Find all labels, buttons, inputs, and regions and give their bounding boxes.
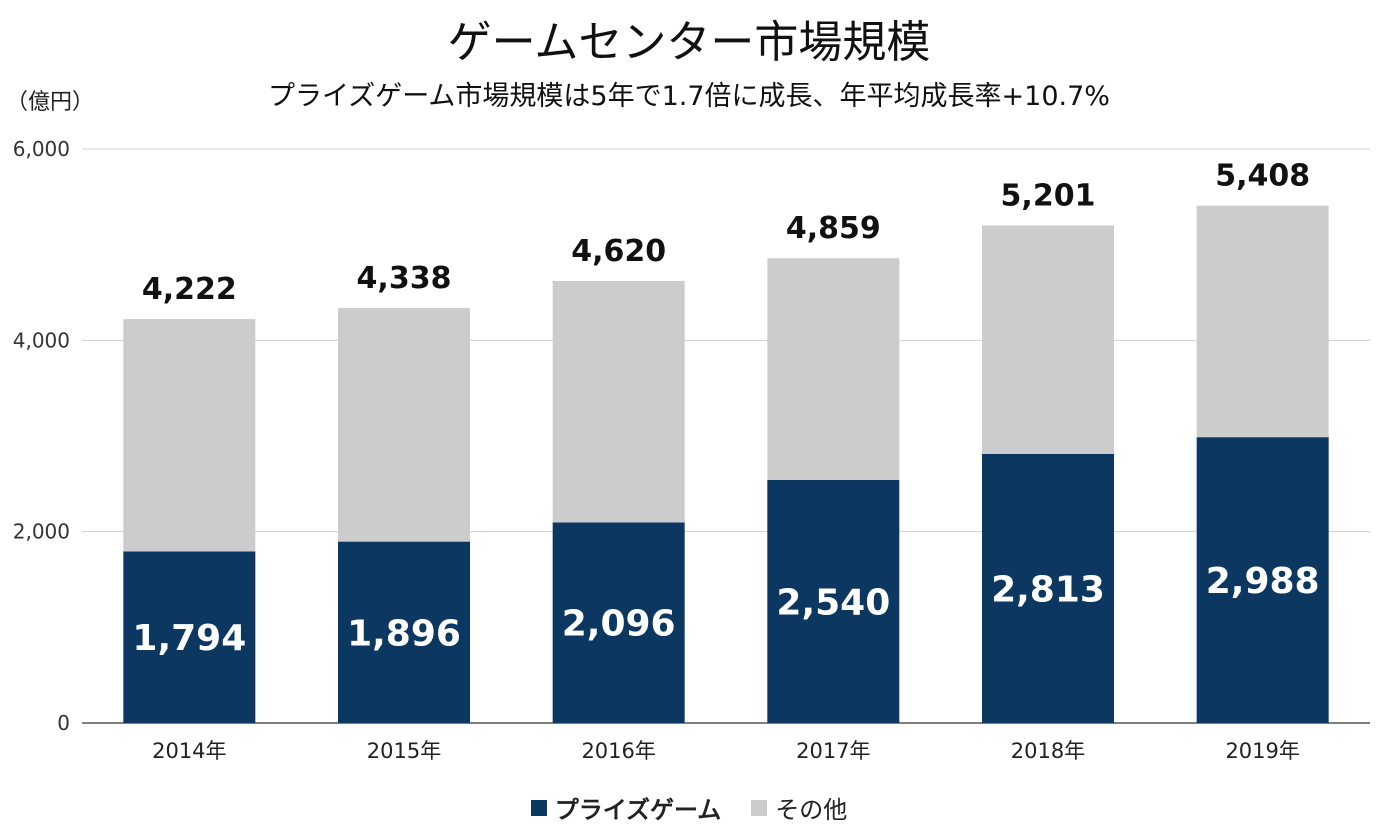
bar-prize — [338, 541, 470, 723]
y-tick-label: 6,000 — [13, 137, 70, 161]
bar-value-label: 2,813 — [991, 569, 1105, 610]
legend-label-prize: プライズゲーム — [554, 796, 722, 824]
bar-prize — [123, 551, 256, 723]
x-tick-label: 2019年 — [1225, 739, 1299, 763]
bar-other — [1196, 205, 1329, 438]
bar-value-label: 2,540 — [776, 583, 890, 624]
x-tick-label: 2016年 — [581, 739, 655, 763]
total-value-label: 5,408 — [1215, 159, 1310, 194]
bar-other — [123, 319, 256, 552]
total-value-label: 4,859 — [786, 211, 881, 246]
x-tick-label: 2014年 — [152, 739, 226, 763]
bar-value-label: 1,794 — [132, 618, 246, 659]
y-axis-unit-label: （億円） — [6, 90, 95, 115]
x-tick-label: 2015年 — [367, 739, 441, 763]
bar-prize — [552, 522, 685, 723]
total-value-label: 4,620 — [571, 234, 666, 269]
bar-other — [338, 307, 470, 542]
x-tick-label: 2017年 — [796, 739, 870, 763]
legend-item-other[interactable]: その他 — [751, 790, 847, 825]
chart-title: ゲームセンター市場規模 — [447, 17, 931, 68]
y-tick-label: 0 — [57, 711, 70, 735]
bar-other — [982, 225, 1114, 454]
legend-item-prize[interactable]: プライズゲーム — [530, 790, 722, 825]
bar-value-label: 2,096 — [562, 604, 676, 645]
legend: プライズゲーム その他 — [0, 790, 1378, 825]
x-tick-label: 2018年 — [1011, 739, 1085, 763]
total-value-label: 4,338 — [357, 261, 452, 296]
bar-value-label: 2,988 — [1206, 561, 1320, 602]
bar-value-label: 1,896 — [347, 613, 461, 654]
total-value-label: 4,222 — [142, 272, 237, 307]
y-tick-label: 2,000 — [13, 520, 70, 544]
bar-other — [552, 281, 685, 523]
legend-label-other: その他 — [775, 796, 848, 824]
legend-swatch-prize — [530, 799, 547, 816]
bar-prize — [1196, 437, 1329, 723]
legend-swatch-other — [751, 799, 768, 816]
total-value-label: 5,201 — [1001, 178, 1096, 213]
bar-prize — [982, 453, 1114, 723]
chart-subtitle: プライズゲーム市場規模は5年で1.7倍に成長、年平均成長率+10.7% — [268, 81, 1110, 112]
y-tick-label: 4,000 — [13, 328, 70, 352]
bar-other — [767, 258, 900, 481]
bar-prize — [767, 480, 900, 723]
